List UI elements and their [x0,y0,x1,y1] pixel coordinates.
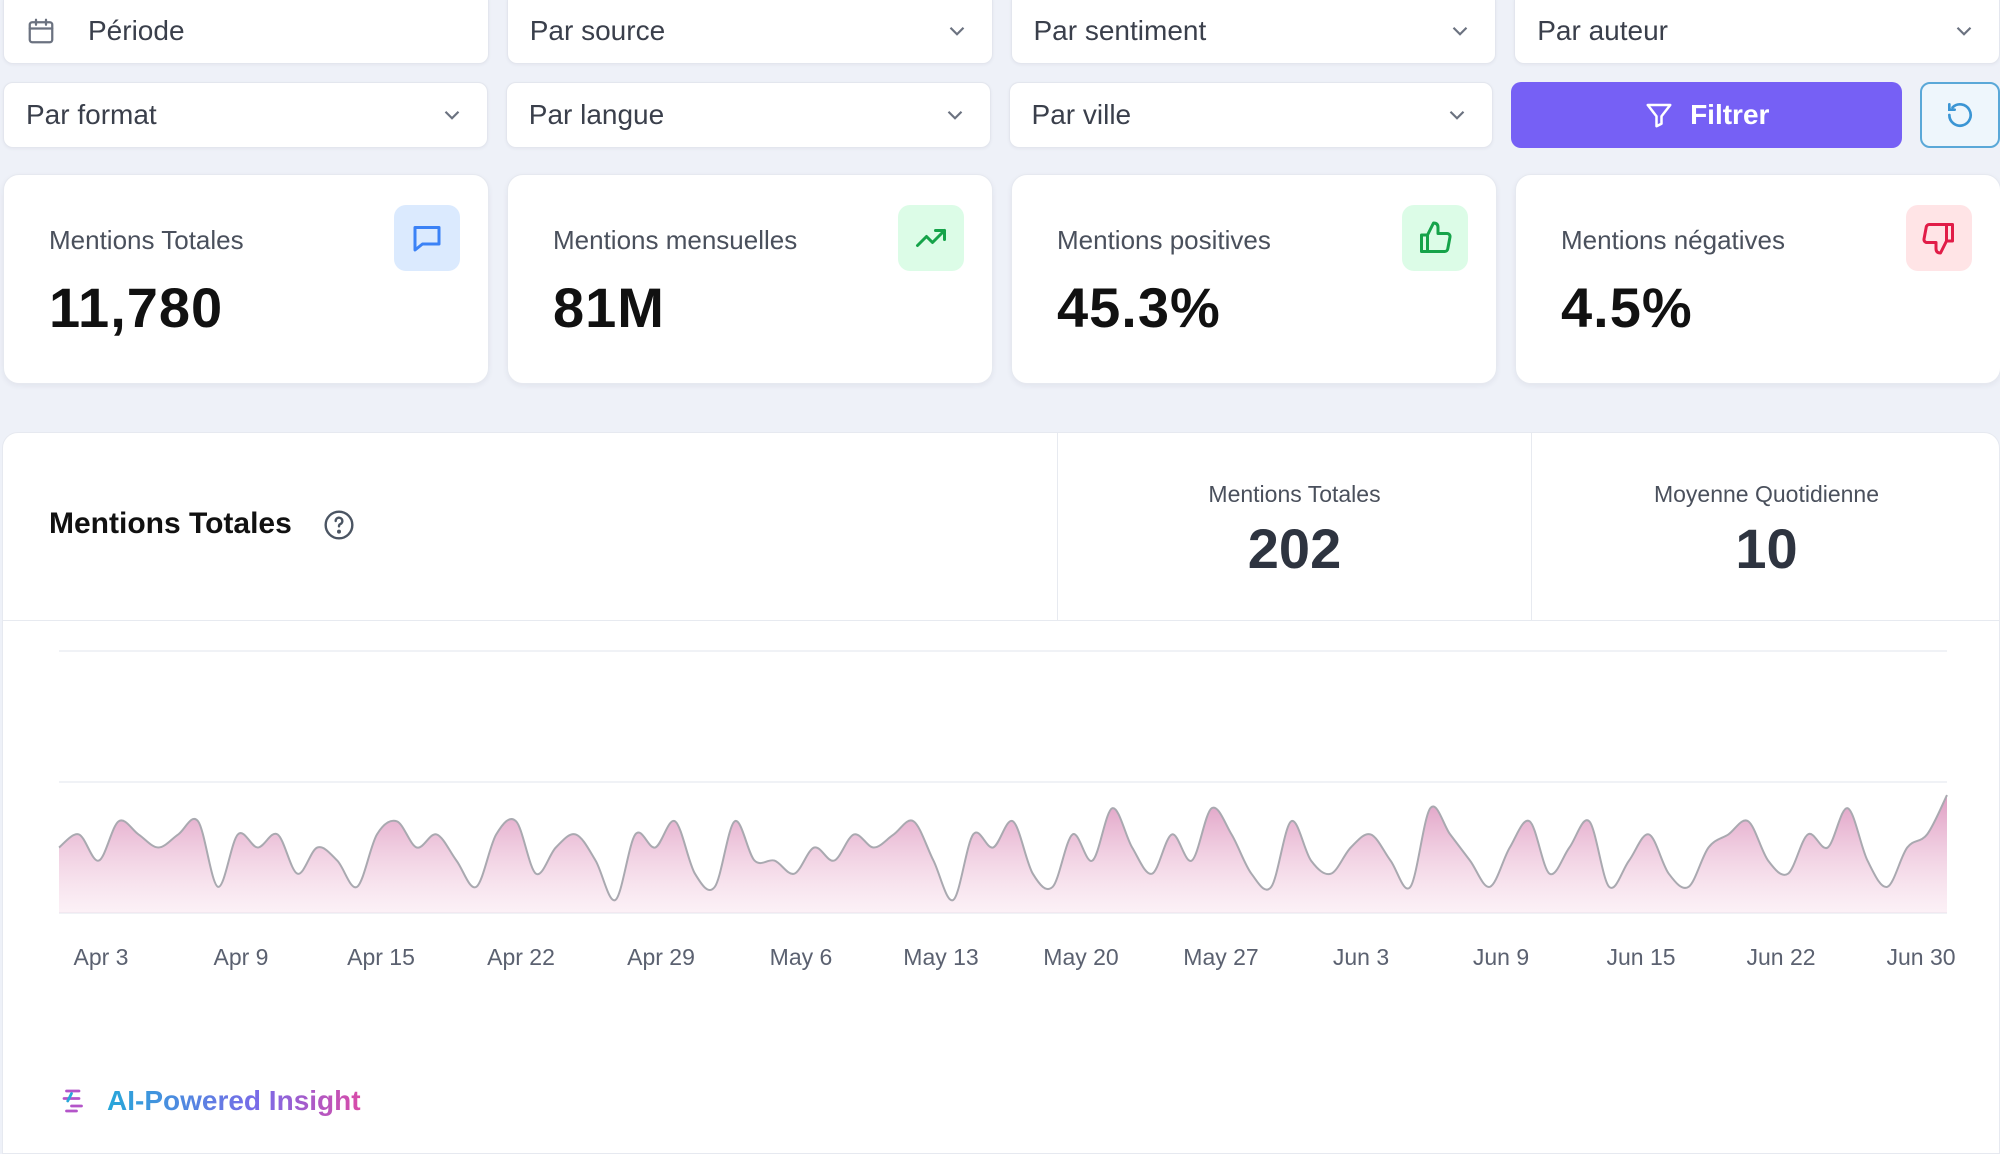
kpi-value: 11,780 [49,276,224,339]
thumbs-down-icon [1906,205,1972,271]
filter-button[interactable]: Filtrer [1511,82,1903,148]
stat-average-label: Moyenne Quotidienne [1653,481,1880,507]
chevron-down-icon [1450,110,1465,120]
chevron-down-icon [949,26,964,36]
author-select[interactable]: Par auteur [1514,0,2000,64]
sentiment-label: Par sentiment [1033,15,1207,46]
x-tick-label: May 6 [770,944,833,970]
trending-up-icon [898,205,964,271]
format-label: Par format [26,99,157,130]
ai-insight-label: AI-Powered Insight [107,1085,361,1116]
calendar-icon [28,18,54,44]
x-axis: Apr 3 Apr 9 Apr 15 Apr 22 Apr 29 May 6 May 13 M… [74,944,1956,970]
x-tick-label: Apr 3 [74,944,129,970]
panel-title: Mentions Totales [49,507,292,540]
chevron-down-icon [1956,26,1972,36]
kpi-value: 4.5% [1561,276,1693,339]
kpi-card-negative: Mentions négatives 4.5% [1515,174,2000,384]
kpi-card-total: Mentions Totales 11,780 [3,174,489,384]
funnel-icon [1646,103,1672,128]
x-tick-label: Jun 22 [1746,944,1815,970]
sparkle-icon [62,1089,83,1113]
kpi-value: 45.3% [1057,276,1221,339]
kpi-card-monthly: Mentions mensuelles 81M [507,174,993,384]
kpi-card-positive: Mentions positives 45.3% [1011,174,1497,384]
refresh-icon [1948,103,1973,127]
mentions-area-chart: Apr 3 Apr 9 Apr 15 Apr 22 Apr 29 May 6 May 13 M… [58,650,1956,970]
language-select[interactable]: Par langue [505,82,991,148]
kpi-title: Mentions positives [1057,225,1271,255]
ai-insight-link[interactable]: AI-Powered Insight [59,1085,361,1117]
kpi-value: 81M [553,276,665,339]
stat-average: Moyenne Quotidienne 10 [1531,433,2000,621]
stat-average-value: 10 [1735,517,1798,580]
chevron-down-icon [444,110,460,120]
city-select[interactable]: Par ville [1008,82,1494,148]
mentions-panel: Mentions Totales Mentions Totales 202 Mo… [2,432,2000,1154]
sentiment-select[interactable]: Par sentiment [1010,0,1497,64]
kpi-title: Mentions Totales [49,225,244,255]
thumbs-up-icon [1402,205,1468,271]
source-select[interactable]: Par source [506,0,993,64]
reset-button[interactable] [1920,82,2000,148]
panel-header: Mentions Totales Mentions Totales 202 Mo… [3,433,1999,621]
x-tick-label: Jun 3 [1333,944,1389,970]
area-line [58,794,1948,902]
x-tick-label: Apr 22 [487,944,555,970]
x-tick-label: Apr 15 [347,944,415,970]
filter-button-label: Filtrer [1690,99,1770,130]
filter-bar: Période Par source Par sentiment Par aut… [3,0,2000,166]
help-icon[interactable] [323,509,355,541]
stat-total: Mentions Totales 202 [1057,433,1531,621]
format-select[interactable]: Par format [3,82,488,148]
stat-total-value: 202 [1247,517,1342,580]
x-tick-label: Jun 9 [1473,944,1529,970]
stat-total-label: Mentions Totales [1208,481,1381,507]
x-tick-label: Jun 30 [1886,944,1955,970]
kpi-row: Mentions Totales 11,780 Mentions mensuel… [3,174,2000,384]
x-tick-label: May 13 [903,944,978,970]
source-label: Par source [529,15,666,46]
chat-bubble-icon [394,205,460,271]
kpi-title: Mentions mensuelles [553,225,798,255]
chevron-down-icon [1452,26,1468,36]
area-fill [59,795,1947,913]
x-tick-label: May 27 [1183,944,1258,970]
city-label: Par ville [1031,99,1132,130]
x-tick-label: Apr 29 [627,944,695,970]
period-label: Période [88,15,185,46]
author-label: Par auteur [1537,15,1668,46]
language-label: Par langue [528,99,665,130]
chevron-down-icon [947,110,962,120]
period-picker[interactable]: Période [3,0,489,64]
x-tick-label: Apr 9 [214,944,269,970]
x-tick-label: May 20 [1043,944,1118,970]
kpi-title: Mentions négatives [1561,225,1786,255]
x-tick-label: Jun 15 [1606,944,1675,970]
